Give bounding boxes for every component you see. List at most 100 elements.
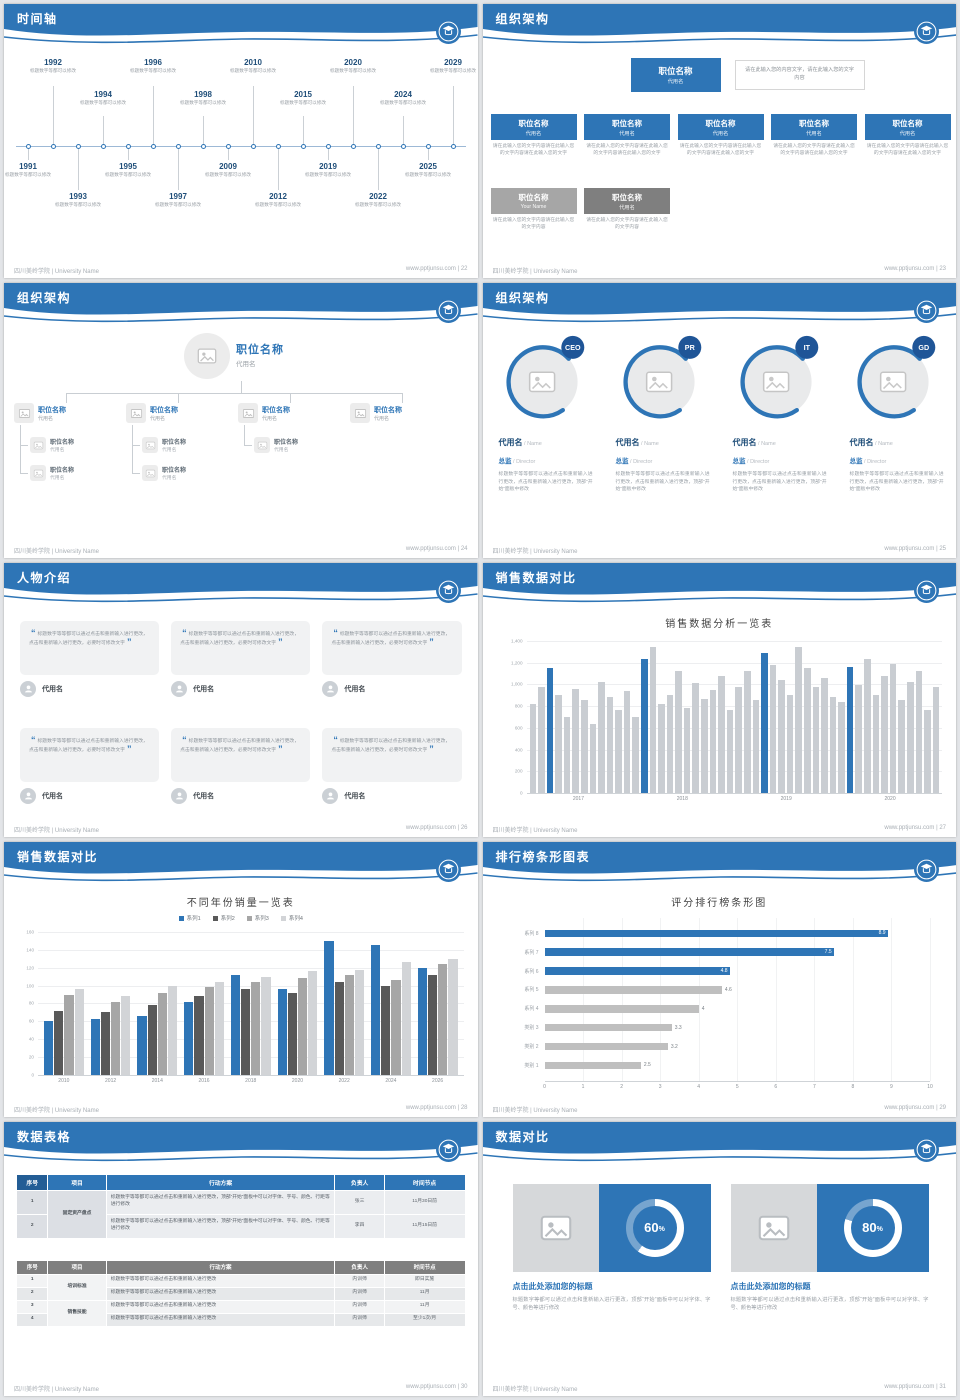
- footer-page-number: 26: [460, 825, 468, 832]
- y-axis-label: 0: [519, 790, 523, 796]
- donut-percent: 60%: [626, 1199, 684, 1257]
- bar: [54, 1010, 64, 1075]
- footer-school: 四川美岭学院 | University Name: [492, 548, 578, 555]
- timeline-caption: 标题数字等都可以修改: [80, 100, 126, 105]
- member-figure: IT: [733, 333, 835, 430]
- org-child: 职位名称 代用名: [254, 437, 350, 454]
- org-box-sub: 代用名: [525, 130, 542, 137]
- table-header-cell: 项目: [47, 1173, 107, 1191]
- x-axis-label: 4: [697, 1083, 701, 1090]
- timeline-caption: 标题数字等都可以修改: [405, 172, 451, 177]
- timeline-connector: [153, 86, 154, 146]
- slide-org-members[interactable]: 组织架构 CEO 代用名 / Name 总监 / Director 标题数字等等都可以…: [482, 283, 957, 558]
- timeline-year: 2010: [244, 58, 262, 67]
- timeline-caption: 标题数字等都可以修改: [105, 172, 151, 177]
- table-cell: 11月30日前: [383, 1189, 466, 1215]
- slide-footer: 四川美岭学院 | University Name www.pptjunsu.co…: [14, 546, 468, 555]
- footer-right: www.pptjunsu.com | 22: [406, 266, 468, 275]
- org-box-name: 职位名称: [892, 118, 923, 128]
- x-axis-label: 2024: [385, 1077, 397, 1084]
- table-cell: 11月15日前: [383, 1213, 466, 1239]
- bar: [666, 695, 674, 794]
- timeline-event: 1998 标题数字等都可以修改: [179, 90, 227, 106]
- legend-item: 系列2: [212, 914, 235, 922]
- slide-sales-monthly[interactable]: 销售数据对比 销售数据分析一览表 0 200 400 600 800 1,000 1,200 1…: [482, 562, 956, 838]
- gridline: [38, 949, 464, 951]
- slide-org-tree[interactable]: 组织架构 职位名称 代用名 职位名称 代用名 职位名称 代用名 职位名称 代用名 职位名称 代用名…: [4, 283, 478, 558]
- org-branch-text: 职位名称 代用名: [262, 405, 290, 422]
- bar: [726, 710, 734, 794]
- table-cell: 至少1次/月: [383, 1312, 466, 1327]
- org-child-text: 职位名称 代用名: [50, 437, 74, 453]
- bar: [821, 677, 828, 794]
- org-members-canvas: CEO 代用名 / Name 总监 / Director 标题数字等等都可以通过点击和…: [483, 329, 957, 542]
- bar: [241, 989, 251, 1075]
- slide-footer: 四川美岭学院 | University Name www.pptjunsu.co…: [493, 266, 947, 275]
- slide-header: 销售数据对比: [4, 842, 478, 888]
- timeline-connector: [228, 146, 229, 160]
- ranking-plot: 0 1 2 3 4 5 6 7 8 9 10 系列 8 8.9 系列 7 7.5 系列 6 4.8 系列 5 4.6…: [524, 918, 933, 1090]
- org-child: 职位名称 代用名: [142, 465, 238, 482]
- table-header-cell: 序号: [15, 1259, 49, 1275]
- timeline-year: 2025: [419, 162, 437, 171]
- school-logo-icon: [435, 1136, 461, 1162]
- connector-line: [66, 393, 403, 395]
- timeline-event: 1997 标题数字等都可以修改: [154, 192, 202, 208]
- member-role: 总监 / Director: [733, 450, 827, 468]
- bar: [829, 697, 837, 794]
- connector-line: [20, 425, 21, 474]
- connector-line: [244, 425, 245, 446]
- person-row: 代用名: [322, 787, 461, 804]
- ranking-row: 系列 7 7.5: [524, 948, 931, 956]
- slide-org-boxes[interactable]: 组织架构 职位名称 代用名 请在此输入您的内容文字，请在此输入您的文字内容 职位名称代…: [482, 4, 956, 279]
- timeline-dot: [250, 143, 256, 149]
- person-name: 代用名: [344, 792, 366, 800]
- slide-ranking[interactable]: 排行榜条形图表 评分排行榜条形图 0 1 2 3 4 5 6 7 8 9 10 系列 8 8.9 系列 7 7…: [482, 842, 956, 1117]
- slide-tables[interactable]: 数据表格 序号 项目 行动方案 负责人 时间节点 1 固定资产盘点 标题数字等等都可以通过点击…: [4, 1121, 478, 1396]
- timeline-year: 2019: [319, 162, 337, 171]
- org-child: 职位名称 代用名: [30, 437, 126, 454]
- slide-people[interactable]: 人物介绍 “标题数字等等都可以通过点击和重新输入进行更改，点击和重新输入进行更改…: [4, 562, 478, 838]
- gridline: [852, 918, 854, 1081]
- org-level2-box: 职位名称 代用名: [864, 114, 951, 140]
- avatar-icon: [171, 787, 188, 804]
- image-placeholder-icon: [14, 403, 34, 424]
- bar: [649, 647, 657, 794]
- ranking-value: 4.6: [724, 986, 732, 993]
- x-axis-label: 3: [658, 1083, 662, 1090]
- org-box-note: 请在此输入您的文字内容请在此输入您的文字内容请在此输入您的文字: [586, 144, 668, 156]
- yearly-chart-canvas: 不同年份销量一览表 系列1 系列2 系列3 系列4 0 20 40 60 80 100 120 140 1…: [4, 888, 478, 1101]
- bar: [769, 664, 777, 794]
- timeline-year: 1997: [169, 192, 187, 201]
- slide-sales-yearly[interactable]: 销售数据对比 不同年份销量一览表 系列1 系列2 系列3 系列4 0 20 40 60 80 100…: [4, 842, 478, 1117]
- org-box-note: 请在此输入您的文字内容请在此输入您的文字内容请在此输入您的文字: [866, 144, 949, 156]
- slide-header: 时间轴: [4, 4, 478, 50]
- table-cell: 标题数字等等都可以通过点击和重新输入进行更改: [105, 1299, 336, 1314]
- timeline-event: 1992 标题数字等都可以修改: [29, 58, 77, 74]
- bar: [546, 668, 554, 794]
- quote-card: “标题数字等等都可以通过点击和重新输入进行更改，点击和重新输入进行更改，必要时可…: [322, 727, 462, 782]
- org-root-box: 职位名称 代用名: [630, 58, 721, 92]
- org-child-sub: 代用名: [50, 448, 65, 454]
- image-placeholder-icon: [30, 465, 46, 482]
- org-child-name: 职位名称: [162, 468, 187, 475]
- slide-footer: 四川美岭学院 | University Name www.pptjunsu.co…: [14, 1384, 468, 1393]
- table-header-cell: 时间节点: [383, 1259, 466, 1275]
- close-quote-icon: ”: [429, 744, 434, 755]
- connector-line: [132, 473, 140, 475]
- timeline-year: 2024: [394, 90, 412, 99]
- gridline: [930, 918, 931, 1081]
- org-box-note: 请在此输入您的文字内容请在此输入您的文字内容请在此输入您的文字: [679, 144, 762, 156]
- ranking-bar: [544, 1005, 699, 1013]
- org-branch-text: 职位名称 代用名: [150, 405, 178, 422]
- slide-timeline[interactable]: 时间轴 1991 标题数字等都可以修改 1992 标题数字等都可以修改 1993 标题数字…: [4, 4, 478, 279]
- x-axis-label: 5: [735, 1083, 739, 1090]
- footer-page-number: 31: [939, 1383, 946, 1390]
- slide-compare[interactable]: 数据对比 60% 点击此处添加您的标题 标题数字等都可以通过点击和重新输入进行更改，…: [482, 1121, 956, 1396]
- x-axis-label: 9: [890, 1083, 893, 1090]
- bar: [786, 695, 794, 794]
- ranking-value: 4: [701, 1005, 705, 1012]
- timeline-dot: [200, 143, 206, 149]
- timeline-event: 2024 标题数字等都可以修改: [379, 90, 427, 106]
